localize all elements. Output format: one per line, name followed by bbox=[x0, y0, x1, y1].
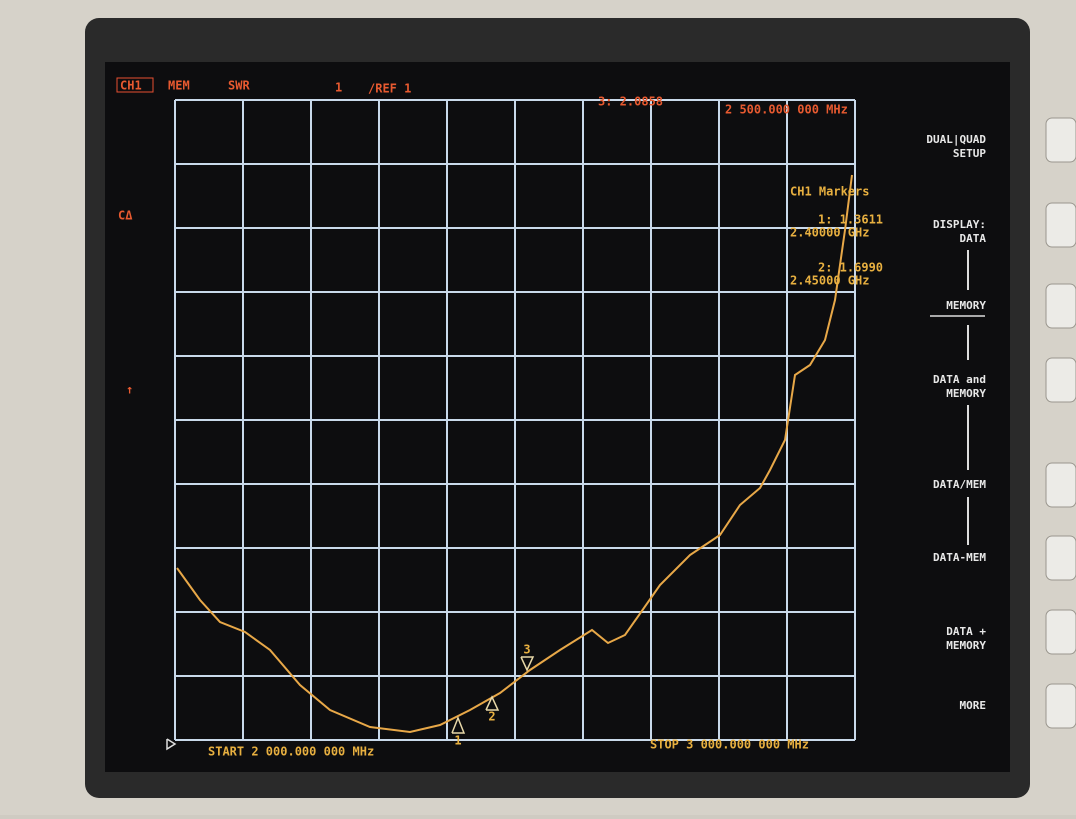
softkey-label: MEMORY bbox=[946, 299, 986, 312]
marker-triangle bbox=[520, 656, 535, 672]
format: SWR bbox=[228, 79, 250, 93]
softkey-label: DATA/MEM bbox=[933, 478, 986, 491]
screen bbox=[105, 62, 1010, 772]
softkey-label: MORE bbox=[960, 699, 987, 712]
ref-arrow: ↑ bbox=[126, 383, 133, 397]
softkey-label: MEMORY bbox=[946, 387, 986, 400]
softkey-label: DATA + bbox=[946, 625, 986, 638]
hard-key bbox=[1045, 535, 1076, 581]
channel-box bbox=[116, 77, 154, 93]
reference: /REF 1 bbox=[368, 82, 411, 96]
trace-marker: 1 bbox=[454, 734, 461, 748]
hard-key bbox=[1045, 283, 1076, 329]
marker-freq: 2.45000 GHz bbox=[790, 274, 869, 288]
softkey-label: DISPLAY: bbox=[933, 218, 986, 231]
stop-freq: STOP 3 000.000 000 MHz bbox=[650, 738, 809, 752]
trace bbox=[176, 174, 853, 734]
mode: MEM bbox=[168, 79, 190, 93]
hard-key bbox=[1045, 609, 1076, 655]
softkey-label: DATA bbox=[960, 232, 987, 245]
grid bbox=[174, 99, 856, 741]
marker-value: 1: 1.3611 bbox=[818, 213, 883, 227]
scale: 1 bbox=[335, 81, 342, 95]
hard-key bbox=[1045, 202, 1076, 248]
hard-key bbox=[1045, 117, 1076, 163]
marker-value: 2: 1.6990 bbox=[818, 261, 883, 275]
marker-freq: 2.40000 GHz bbox=[790, 226, 869, 240]
softkey-label: DUAL|QUAD bbox=[926, 133, 986, 146]
status: CΔ bbox=[118, 209, 133, 223]
softkey-label: DATA and bbox=[933, 373, 986, 386]
softkey-label: SETUP bbox=[953, 147, 986, 160]
hard-key bbox=[1045, 462, 1076, 508]
marker-triangle bbox=[485, 695, 500, 711]
marker-readout: 3: 2.0858 bbox=[598, 95, 663, 109]
hard-keys bbox=[1045, 117, 1076, 729]
trace-marker: 2 bbox=[488, 710, 495, 724]
channel: CH1 bbox=[120, 79, 142, 93]
marker-triangle bbox=[451, 715, 466, 734]
markers-title: CH1 Markers bbox=[790, 185, 869, 199]
hard-key bbox=[1045, 357, 1076, 403]
hard-key bbox=[1045, 683, 1076, 729]
marker-freq: 2 500.000 000 MHz bbox=[725, 103, 848, 117]
softkey-label: MEMORY bbox=[946, 639, 986, 652]
softkey-label: DATA-MEM bbox=[933, 551, 986, 564]
ref-pointer bbox=[166, 738, 177, 751]
trace-marker: 3 bbox=[523, 643, 530, 657]
start-freq: START 2 000.000 000 MHz bbox=[208, 745, 374, 759]
